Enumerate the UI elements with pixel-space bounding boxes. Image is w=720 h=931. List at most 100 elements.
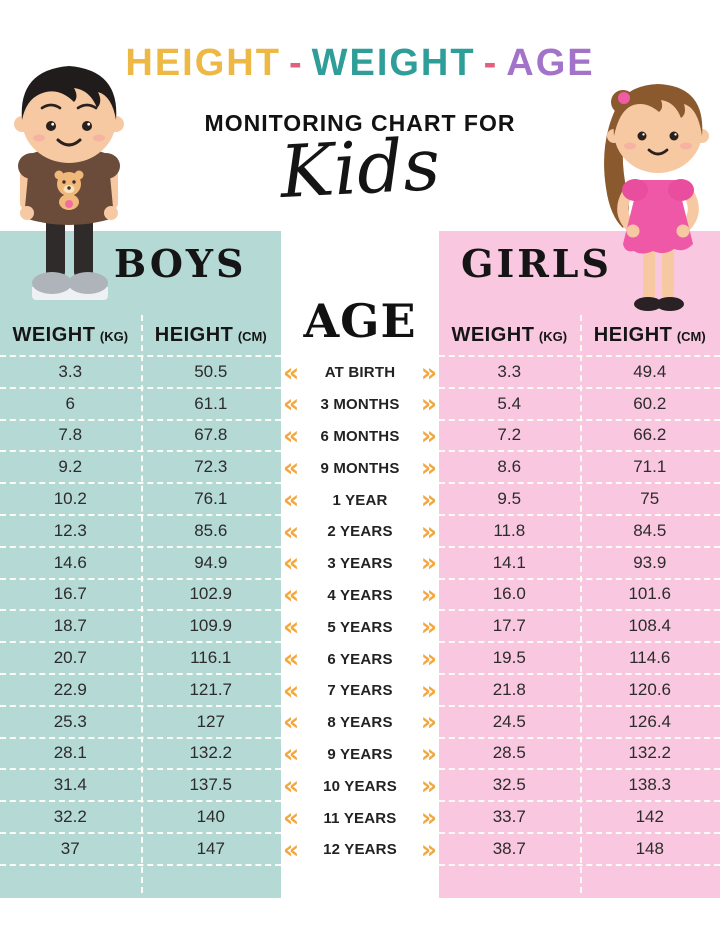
- age-label: 7 YEARS: [327, 682, 393, 700]
- age-label: 9 YEARS: [327, 745, 393, 763]
- chevron-left-icon: «: [283, 580, 300, 610]
- girls-height-value: 60.2: [633, 393, 667, 413]
- title-age: AGE: [506, 42, 595, 84]
- chevron-left-icon: «: [283, 802, 300, 832]
- girls-weight-value: 38.7: [492, 838, 526, 858]
- chevron-right-icon: »: [420, 643, 437, 673]
- age-row: « 3 MONTHS »: [281, 389, 439, 421]
- age-label: AT BIRTH: [324, 364, 396, 382]
- boys-panel: BOYS WEIGHT (KG) HEIGHT (CM) 3.3 50.5 6: [0, 231, 281, 898]
- chevron-left-icon: «: [283, 421, 300, 451]
- girls-weight-value: 32.5: [492, 775, 526, 795]
- chevron-left-icon: «: [283, 357, 300, 387]
- age-row: « 2 YEARS »: [281, 516, 439, 548]
- boys-weight-value: 32.2: [53, 807, 87, 827]
- boys-weight-value: 16.7: [53, 584, 87, 604]
- age-row: « 9 YEARS »: [281, 739, 439, 771]
- age-row: « 11 YEARS »: [281, 802, 439, 834]
- chevron-right-icon: »: [420, 548, 437, 578]
- girls-weight-value: 5.4: [497, 393, 522, 413]
- boys-height-value: 121.7: [189, 679, 233, 699]
- title-separator: -: [288, 42, 304, 84]
- subtitle: MONITORING CHART FOR: [204, 110, 516, 136]
- boys-weight-value: 9.2: [58, 457, 83, 477]
- title-separator: -: [483, 42, 499, 84]
- boy-illustration: [6, 36, 132, 310]
- boys-height-value: 132.2: [189, 743, 233, 763]
- height-header-label: HEIGHT: [154, 323, 234, 346]
- boys-height-value: 85.6: [194, 520, 228, 540]
- chevron-right-icon: »: [420, 675, 437, 705]
- age-rows: « AT BIRTH » « 3 MONTHS » « 6 MONTHS » «…: [281, 357, 439, 866]
- age-row: « 6 MONTHS »: [281, 421, 439, 453]
- age-label: 3 MONTHS: [320, 396, 400, 414]
- chevron-right-icon: »: [420, 580, 437, 610]
- girls-weight-value: 8.6: [497, 457, 522, 477]
- boys-weight-value: 25.3: [53, 711, 87, 731]
- boys-height-value: 72.3: [194, 457, 228, 477]
- height-header-label: HEIGHT: [593, 323, 673, 346]
- boys-weight-value: 6: [65, 393, 75, 413]
- age-label: 2 YEARS: [327, 523, 393, 541]
- girls-title: GIRLS: [461, 241, 612, 286]
- boys-weight-value: 37: [60, 838, 80, 858]
- age-row: « 7 YEARS »: [281, 675, 439, 707]
- boys-weight-value: 20.7: [53, 648, 87, 668]
- boys-height-value: 50.5: [194, 361, 228, 381]
- boys-height-value: 94.9: [194, 552, 228, 572]
- girls-weight-value: 7.2: [497, 425, 522, 445]
- girls-height-value: 142: [635, 807, 664, 827]
- chevron-right-icon: »: [420, 802, 437, 832]
- chevron-right-icon: »: [420, 389, 437, 419]
- chevron-right-icon: »: [420, 484, 437, 514]
- boys-column-divider: [140, 315, 143, 893]
- girls-weight-value: 9.5: [497, 489, 522, 509]
- weight-header-label: WEIGHT: [451, 323, 535, 346]
- girls-height-value: 84.5: [633, 520, 667, 540]
- boys-weight-value: 7.8: [58, 425, 83, 445]
- chevron-right-icon: »: [420, 421, 437, 451]
- girls-weight-value: 17.7: [492, 616, 526, 636]
- girls-weight-value: 16.0: [492, 584, 526, 604]
- boys-height-value: 127: [196, 711, 225, 731]
- chevron-left-icon: «: [283, 453, 300, 483]
- weight-unit-label: (KG): [99, 328, 129, 344]
- age-label: 6 YEARS: [327, 650, 393, 668]
- girls-weight-value: 33.7: [492, 807, 526, 827]
- boys-weight-value: 31.4: [53, 775, 87, 795]
- boys-height-value: 61.1: [194, 393, 228, 413]
- boys-height-value: 76.1: [194, 489, 228, 509]
- age-row: « AT BIRTH »: [281, 357, 439, 389]
- girls-height-value: 114.6: [629, 648, 671, 668]
- boy-svg: [14, 66, 124, 300]
- girls-weight-value: 11.8: [493, 520, 526, 540]
- girls-weight-value: 21.8: [492, 679, 526, 699]
- height-unit-label: (CM): [237, 328, 267, 344]
- age-row: « 9 MONTHS »: [281, 452, 439, 484]
- girls-height-value: 108.4: [628, 616, 672, 636]
- girls-height-value: 132.2: [628, 743, 672, 763]
- chevron-left-icon: «: [283, 389, 300, 419]
- boys-weight-value: 28.1: [53, 743, 87, 763]
- boys-height-value: 147: [196, 838, 225, 858]
- chevron-left-icon: «: [283, 675, 300, 705]
- boys-height-value: 116.1: [190, 648, 232, 668]
- age-column-title: AGE: [303, 294, 417, 348]
- girls-height-value: 66.2: [633, 425, 667, 445]
- title-height: HEIGHT: [125, 42, 281, 84]
- chevron-right-icon: »: [420, 612, 437, 642]
- boys-height-value: 102.9: [189, 584, 233, 604]
- age-label: 3 YEARS: [327, 555, 393, 573]
- girl-svg: [604, 84, 709, 311]
- age-row: « 12 YEARS »: [281, 834, 439, 866]
- age-label: 6 MONTHS: [320, 427, 400, 445]
- girls-height-value: 138.3: [628, 775, 672, 795]
- boys-height-value: 137.5: [189, 775, 233, 795]
- boys-height-value: 109.9: [189, 616, 233, 636]
- boys-weight-value: 10.2: [53, 489, 87, 509]
- boys-weight-value: 3.3: [58, 361, 83, 381]
- boys-height-value: 140: [196, 807, 225, 827]
- girls-height-header: HEIGHT (CM): [580, 324, 720, 347]
- chevron-right-icon: »: [420, 453, 437, 483]
